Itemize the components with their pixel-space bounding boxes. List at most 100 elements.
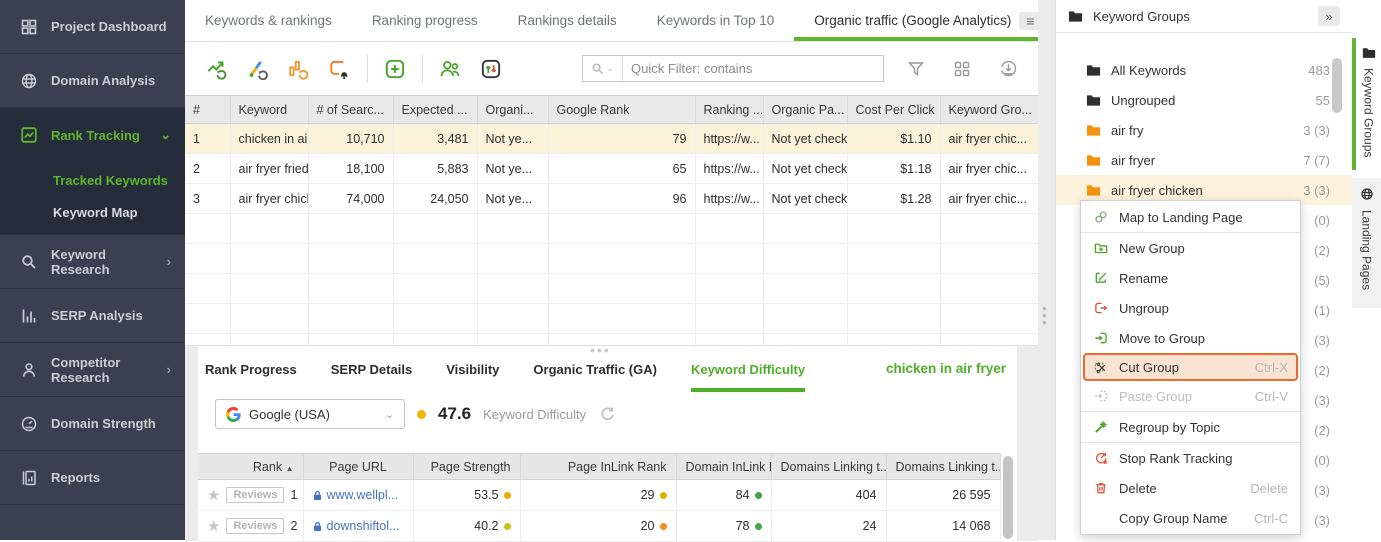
difficulty-competitors-table: Rank ▲ Page URL Page Strength Page InLin… bbox=[198, 453, 1001, 542]
sidebar-item-project-dashboard[interactable]: Project Dashboard bbox=[0, 0, 185, 54]
group-row[interactable]: (2) bbox=[1314, 422, 1330, 438]
tab-organic-traffic[interactable]: Organic traffic (Google Analytics) ≡ bbox=[794, 0, 1061, 41]
competitors-icon[interactable] bbox=[436, 55, 464, 83]
menu-item-move-to-group[interactable]: Move to Group bbox=[1081, 323, 1300, 353]
cut-icon bbox=[1093, 360, 1109, 374]
star-icon[interactable]: ★ bbox=[207, 487, 221, 504]
splitter-grip-icon[interactable]: ••• bbox=[1042, 301, 1047, 330]
scrollbar-thumb[interactable] bbox=[1003, 456, 1013, 539]
sidebar-item-serp-analysis[interactable]: SERP Analysis bbox=[0, 289, 185, 343]
tab-menu-icon[interactable]: ≡ bbox=[1019, 11, 1042, 30]
group-row[interactable]: (1) bbox=[1314, 302, 1330, 318]
menu-item-ungroup[interactable]: Ungroup bbox=[1081, 293, 1300, 323]
menu-item-regroup-by-topic[interactable]: Regroup by Topic bbox=[1081, 412, 1300, 442]
report-icon bbox=[20, 469, 38, 487]
side-tab-keyword-groups[interactable]: Keyword Groups bbox=[1352, 38, 1381, 170]
serp-feature-badge: Reviews bbox=[226, 487, 285, 503]
tab-visibility[interactable]: Visibility bbox=[446, 361, 500, 377]
group-row[interactable]: (3) bbox=[1314, 332, 1330, 348]
group-row[interactable]: (3) bbox=[1314, 392, 1330, 408]
toolbar-divider bbox=[367, 54, 368, 83]
competitor-row[interactable]: ★ Reviews 1 www.wellpl... 53.5 29 84 404 2… bbox=[198, 479, 1001, 511]
tab-organic-traffic-ga[interactable]: Organic Traffic (GA) bbox=[533, 361, 657, 377]
menu-item-cut-group[interactable]: Cut Group Ctrl-X bbox=[1083, 353, 1298, 381]
menu-item-delete[interactable]: Delete Delete bbox=[1081, 473, 1300, 503]
side-tab-landing-pages[interactable]: Landing Pages bbox=[1352, 178, 1381, 308]
columns-icon[interactable] bbox=[948, 55, 976, 83]
group-row[interactable]: (2) bbox=[1314, 362, 1330, 378]
side-tab-strip: Keyword Groups Landing Pages bbox=[1352, 0, 1381, 540]
menu-item-map-to-landing-page[interactable]: Map to Landing Page bbox=[1081, 202, 1300, 232]
update-rankings-icon[interactable] bbox=[203, 55, 231, 83]
keywords-table: # Keyword # of Searc... Expected ... Org… bbox=[185, 95, 1038, 345]
person-icon bbox=[20, 361, 38, 379]
sidebar-item-keyword-research[interactable]: Keyword Research › bbox=[0, 235, 185, 289]
group-row[interactable]: (0) bbox=[1314, 452, 1330, 468]
difficulty-score-label: Keyword Difficulty bbox=[483, 406, 587, 422]
filter-icon[interactable] bbox=[902, 55, 930, 83]
group-row-air-fry[interactable]: air fry 3 (3) bbox=[1056, 115, 1352, 145]
page-url-link[interactable]: downshiftol... bbox=[326, 519, 400, 533]
keyword-row[interactable]: 1 chicken in air 10,710 3,481 Not ye... … bbox=[185, 123, 1038, 154]
menu-item-stop-rank-tracking[interactable]: Stop Rank Tracking bbox=[1081, 443, 1300, 473]
tab-keywords-in-top10[interactable]: Keywords in Top 10 bbox=[656, 13, 775, 28]
import-export-icon[interactable] bbox=[477, 55, 505, 83]
splitter-grip-icon[interactable]: ••• bbox=[590, 342, 611, 358]
search-icon[interactable]: ⌄ bbox=[583, 56, 623, 81]
menu-item-copy-group-name[interactable]: Copy Group Name Ctrl-C bbox=[1119, 510, 1288, 526]
keyword-difficulty-pane: ••• Rank Progress SERP Details Visibilit… bbox=[185, 342, 1038, 542]
update-keyword-data-icon[interactable] bbox=[244, 55, 272, 83]
tab-serp-details[interactable]: SERP Details bbox=[330, 361, 413, 377]
ranking-url-link[interactable]: https://w... bbox=[695, 123, 764, 154]
pencil-icon bbox=[1093, 271, 1109, 285]
group-row-all-keywords[interactable]: All Keywords 483 bbox=[1056, 55, 1352, 85]
toolbar-divider bbox=[422, 54, 423, 83]
export-icon[interactable] bbox=[994, 55, 1022, 83]
update-traffic-icon[interactable] bbox=[285, 55, 313, 83]
keyword-row[interactable]: 2 air fryer fried c 18,100 5,883 Not ye.… bbox=[185, 153, 1038, 184]
search-engine-select[interactable]: Google (USA) ⌄ bbox=[215, 399, 405, 429]
trash-icon bbox=[1093, 481, 1109, 495]
group-list: All Keywords 483 Ungrouped 55 air fry 3 (3)… bbox=[1056, 55, 1352, 535]
menu-item-new-group[interactable]: New Group bbox=[1081, 233, 1300, 263]
tab-rankings-details[interactable]: Rankings details bbox=[517, 13, 617, 28]
difficulty-dot bbox=[417, 409, 426, 419]
tab-ranking-progress[interactable]: Ranking progress bbox=[371, 13, 478, 28]
group-row[interactable]: (5) bbox=[1314, 272, 1330, 288]
scrollbar-thumb[interactable] bbox=[1332, 58, 1342, 113]
group-row-air-fryer[interactable]: air fryer 7 (7) bbox=[1056, 145, 1352, 175]
page-url-link[interactable]: www.wellpl... bbox=[326, 488, 399, 502]
tab-keywords-rankings[interactable]: Keywords & rankings bbox=[205, 13, 332, 28]
toolbar: ⌄ bbox=[185, 42, 1038, 95]
group-row[interactable]: (0) bbox=[1314, 212, 1330, 228]
collapse-panel-icon[interactable]: » bbox=[1318, 6, 1340, 26]
empty-row bbox=[185, 273, 1038, 304]
tab-keyword-difficulty[interactable]: Keyword Difficulty bbox=[691, 346, 805, 392]
refresh-icon[interactable] bbox=[598, 405, 616, 423]
sidebar-item-reports[interactable]: Reports bbox=[0, 451, 185, 505]
group-row-ungrouped[interactable]: Ungrouped 55 bbox=[1056, 85, 1352, 115]
add-keywords-icon[interactable] bbox=[381, 55, 409, 83]
scheduled-tasks-icon[interactable] bbox=[326, 55, 354, 83]
sidebar-item-competitor-research[interactable]: Competitor Research › bbox=[0, 343, 185, 397]
sidebar-item-tracked-keywords[interactable]: Tracked Keywords bbox=[53, 172, 168, 188]
sidebar-item-domain-strength[interactable]: Domain Strength bbox=[0, 397, 185, 451]
quick-filter-input[interactable] bbox=[623, 61, 883, 76]
sidebar-item-keyword-map[interactable]: Keyword Map bbox=[53, 204, 138, 220]
star-icon[interactable]: ★ bbox=[207, 518, 221, 535]
competitor-row[interactable]: ★ Reviews 2 downshiftol... 40.2 20 78 24 1… bbox=[198, 510, 1001, 542]
ranking-url-link[interactable]: https://w... bbox=[695, 153, 764, 184]
group-row[interactable]: (2) bbox=[1314, 242, 1330, 258]
keyword-row[interactable]: 3 air fryer chicke 74,000 24,050 Not ye.… bbox=[185, 183, 1038, 214]
metric-dot bbox=[659, 491, 667, 499]
difficulty-score: 47.6 bbox=[438, 404, 472, 423]
folder-icon bbox=[1086, 124, 1101, 137]
sidebar-item-domain-analysis[interactable]: Domain Analysis bbox=[0, 54, 185, 108]
rank-header[interactable]: Rank ▲ bbox=[198, 453, 304, 480]
group-row[interactable]: (3) bbox=[1314, 482, 1330, 498]
ranking-url-link[interactable]: https://w... bbox=[695, 183, 764, 214]
group-row[interactable]: (3) bbox=[1314, 512, 1330, 528]
sidebar-item-rank-tracking[interactable]: Rank Tracking ⌄ bbox=[0, 108, 185, 162]
tab-rank-progress[interactable]: Rank Progress bbox=[205, 361, 297, 377]
menu-item-rename[interactable]: Rename bbox=[1081, 263, 1300, 293]
